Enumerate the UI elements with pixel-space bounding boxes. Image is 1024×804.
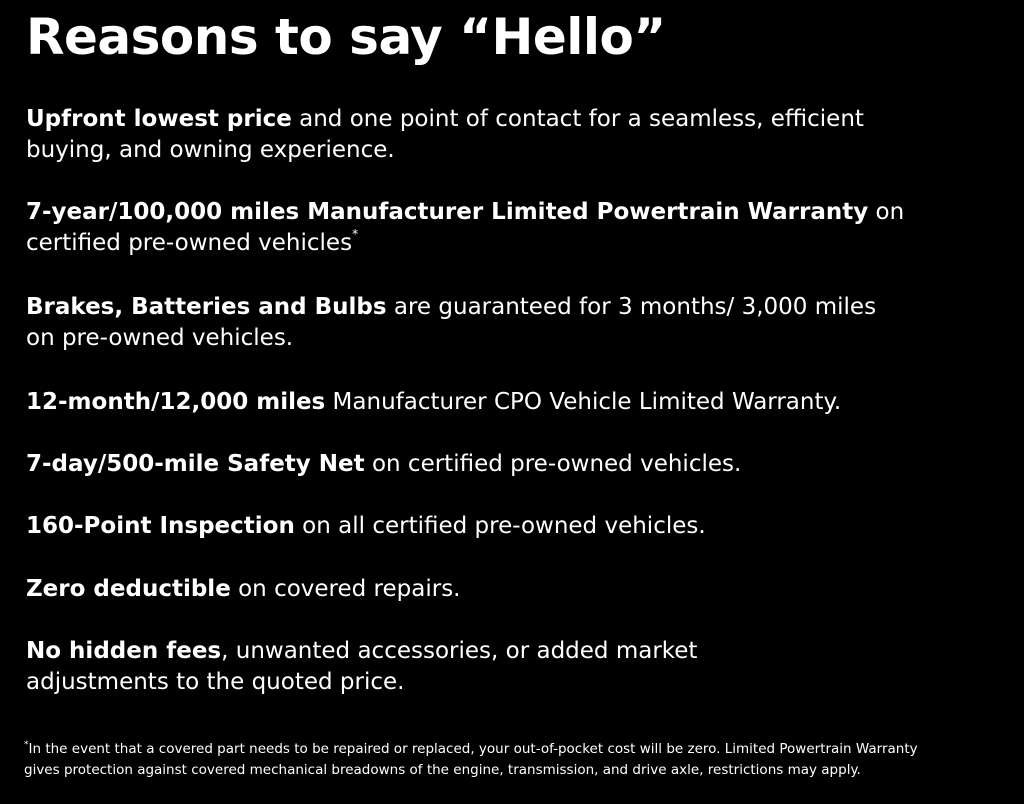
footnote-marker: *	[24, 740, 29, 750]
reason-item: Zero deductible on covered repairs.	[26, 574, 461, 605]
footnote-line-1: In the event that a covered part needs t…	[28, 741, 918, 757]
reason-highlight: 7-day/500-mile Safety Net	[26, 451, 365, 477]
reason-text: Manufacturer CPO Vehicle Limited Warrant…	[325, 389, 842, 415]
reason-item: 160-Point Inspection on all certified pr…	[26, 511, 706, 542]
reason-text: on certified pre-owned vehicles.	[364, 451, 742, 477]
reason-item: 12-month/12,000 miles Manufacturer CPO V…	[26, 387, 841, 418]
reason-item: 7-year/100,000 miles Manufacturer Limite…	[26, 197, 904, 259]
reason-text: on pre-owned vehicles.	[26, 325, 294, 351]
reason-item: Upfront lowest price and one point of co…	[26, 104, 864, 166]
reason-highlight: Upfront lowest price	[26, 106, 292, 132]
reason-highlight: No hidden fees	[26, 638, 222, 664]
reason-text: and one point of contact for a seamless,…	[291, 106, 864, 132]
page-title: Reasons to say “Hello”	[26, 8, 666, 66]
reason-text: on covered repairs.	[230, 576, 461, 602]
reason-highlight: Brakes, Batteries and Bulbs	[26, 294, 387, 320]
footnote: *In the event that a covered part needs …	[24, 739, 918, 781]
reason-text: certified pre-owned vehicles	[26, 230, 353, 256]
reason-text: on all certified pre-owned vehicles.	[294, 513, 706, 539]
reason-item: Brakes, Batteries and Bulbs are guarante…	[26, 292, 876, 354]
reason-highlight: Zero deductible	[26, 576, 231, 602]
reason-text: on	[868, 199, 905, 225]
reason-highlight: 7-year/100,000 miles Manufacturer Limite…	[26, 199, 869, 225]
reason-highlight: 160-Point Inspection	[26, 513, 295, 539]
reason-text: , unwanted accessories, or added market	[221, 638, 698, 664]
reason-text: buying, and owning experience.	[26, 137, 395, 163]
reason-highlight: 12-month/12,000 miles	[26, 389, 326, 415]
footnote-line-2: gives protection against covered mechani…	[24, 762, 861, 778]
reason-item: No hidden fees, unwanted accessories, or…	[26, 636, 697, 698]
reason-item: 7-day/500-mile Safety Net on certified p…	[26, 449, 741, 480]
reason-text: adjustments to the quoted price.	[26, 669, 405, 695]
footnote-marker: *	[352, 227, 359, 241]
reason-text: are guaranteed for 3 months/ 3,000 miles	[386, 294, 877, 320]
